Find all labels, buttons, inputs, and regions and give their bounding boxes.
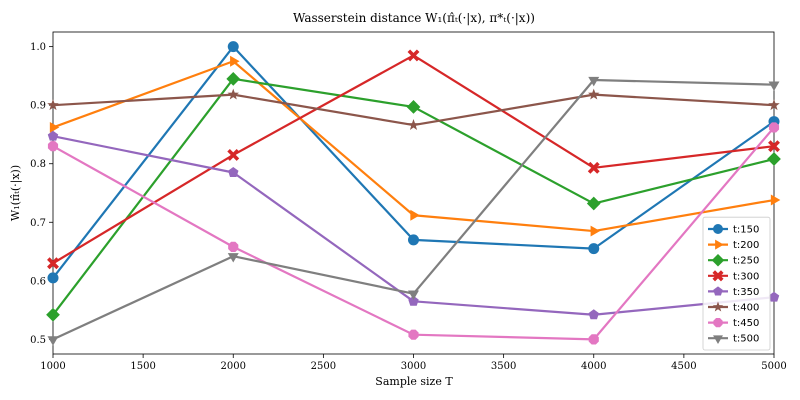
series-t-250 xyxy=(46,71,781,322)
series-t-150 xyxy=(47,41,780,284)
legend-marker xyxy=(715,239,724,250)
data-point xyxy=(588,76,600,87)
data-point xyxy=(770,194,781,206)
x-tick-label: 3000 xyxy=(401,361,426,372)
legend-label: t:500 xyxy=(733,334,759,345)
y-tick-label: 1.0 xyxy=(30,42,46,53)
x-tick-label: 5000 xyxy=(761,361,786,372)
data-point xyxy=(587,161,600,174)
legend-label: t:150 xyxy=(733,225,759,236)
series-line xyxy=(52,135,775,316)
x-tick-label: 3500 xyxy=(491,361,516,372)
y-tick-label: 0.7 xyxy=(30,218,46,229)
x-tick-label: 1000 xyxy=(40,361,65,372)
data-point xyxy=(227,41,239,53)
data-point xyxy=(47,336,59,346)
data-point xyxy=(46,307,60,322)
legend-label: t:450 xyxy=(733,318,759,329)
data-point xyxy=(588,334,599,345)
legend-item: t:300 xyxy=(708,270,759,282)
data-point xyxy=(47,272,59,284)
legend-item: t:200 xyxy=(708,239,759,251)
y-tick-label: 0.5 xyxy=(30,335,46,346)
legend-marker xyxy=(713,317,723,328)
data-point xyxy=(408,329,419,340)
data-point xyxy=(230,55,240,67)
data-point xyxy=(47,141,59,152)
series-t-450 xyxy=(47,122,780,345)
data-point xyxy=(586,196,601,211)
legend-item: t:450 xyxy=(708,317,759,329)
data-point xyxy=(590,225,601,237)
data-point xyxy=(227,88,239,100)
data-point xyxy=(768,291,780,302)
legend-item: t:400 xyxy=(708,301,759,314)
data-point xyxy=(408,234,419,246)
data-point xyxy=(768,122,780,133)
data-point xyxy=(226,71,241,86)
data-point xyxy=(407,49,420,62)
data-point xyxy=(47,130,59,141)
data-point xyxy=(49,121,60,133)
x-axis: 1000 1500 2000 2500 3000 3500 4000 4500 5000 xyxy=(40,354,787,372)
series-t-350 xyxy=(47,130,780,320)
series-t-200 xyxy=(49,55,781,237)
legend-marker xyxy=(713,224,723,234)
data-point xyxy=(768,140,780,153)
series-t-300 xyxy=(47,49,780,270)
x-tick-label: 4000 xyxy=(581,361,606,372)
series-t-400 xyxy=(47,88,780,130)
data-point xyxy=(47,99,59,111)
y-axis: 0.5 0.6 0.7 0.8 0.9 1.0 xyxy=(30,42,53,346)
legend-marker xyxy=(712,270,724,282)
legend-marker xyxy=(712,301,724,312)
data-point xyxy=(588,309,599,320)
chart-title: Wasserstein distance W₁(π̂ₜ(·|x), π*ₜ(·|… xyxy=(293,11,535,25)
x-tick-label: 2000 xyxy=(221,361,246,372)
data-point xyxy=(47,257,59,270)
data-point xyxy=(768,81,780,92)
data-point xyxy=(227,253,239,263)
x-axis-label: Sample size T xyxy=(375,375,453,388)
y-tick-label: 0.6 xyxy=(30,276,46,287)
y-axis-label: W₁(π̂ₜ(·|x)) xyxy=(9,165,23,221)
series-layer xyxy=(46,41,781,346)
data-point xyxy=(406,100,421,114)
data-point xyxy=(768,99,780,111)
data-point xyxy=(410,209,420,221)
legend-marker xyxy=(711,253,725,267)
legend-label: t:400 xyxy=(733,303,759,314)
legend-item: t:150 xyxy=(708,224,759,236)
data-point xyxy=(408,295,419,306)
legend-label: t:350 xyxy=(733,287,759,298)
data-point xyxy=(227,148,240,161)
legend-marker xyxy=(713,286,723,296)
data-point xyxy=(588,88,600,100)
legend: t:150 t:200 t:250 t:300 t:350 t:400 t:450 t:500 xyxy=(702,216,771,351)
data-point xyxy=(228,241,239,252)
legend-label: t:300 xyxy=(733,271,759,282)
legend-label: t:250 xyxy=(733,256,759,267)
data-point xyxy=(228,167,239,177)
y-tick-label: 0.9 xyxy=(30,101,46,112)
legend-box xyxy=(702,216,771,351)
data-point xyxy=(407,119,420,130)
legend-item: t:500 xyxy=(708,334,759,345)
data-point xyxy=(588,243,600,255)
data-point xyxy=(408,290,419,301)
x-tick-label: 1500 xyxy=(130,361,155,372)
x-tick-label: 2500 xyxy=(311,361,336,372)
series-t-500 xyxy=(47,76,780,346)
y-tick-label: 0.8 xyxy=(30,159,46,170)
data-point xyxy=(767,152,781,166)
legend-item: t:350 xyxy=(708,286,759,298)
x-tick-label: 4500 xyxy=(671,361,696,372)
legend-marker xyxy=(713,335,723,344)
legend-label: t:200 xyxy=(733,240,759,251)
legend-item: t:250 xyxy=(708,253,759,267)
